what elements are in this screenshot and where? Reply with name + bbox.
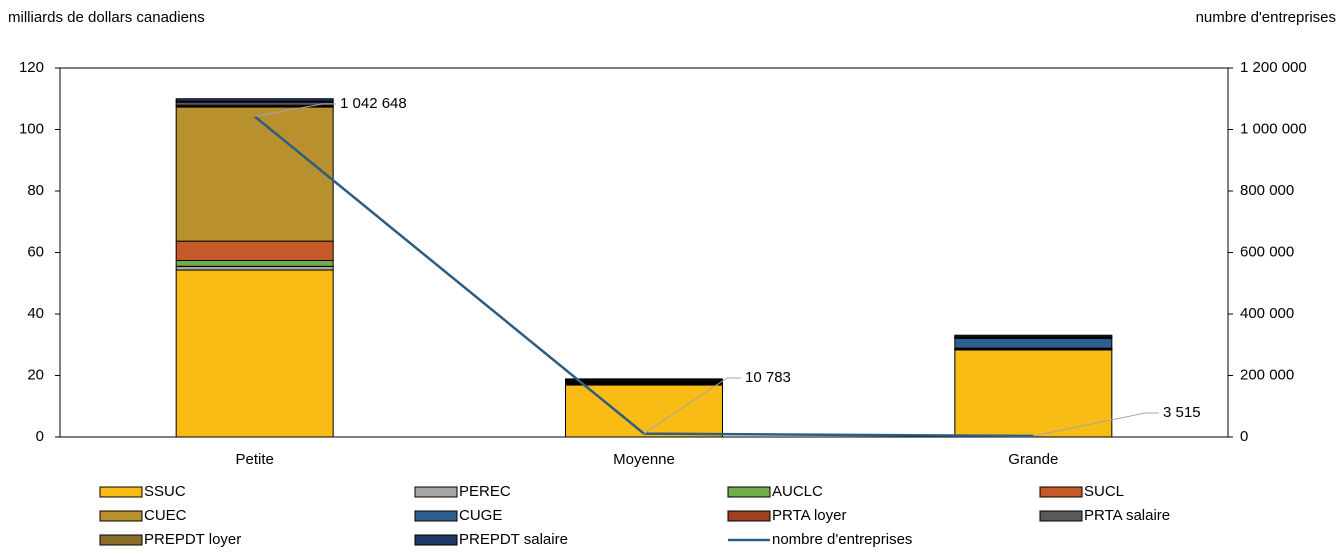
legend-label: SUCL	[1084, 483, 1124, 500]
data-label: 3 515	[1163, 404, 1201, 421]
data-label: 10 783	[745, 369, 791, 386]
bar-segment	[176, 266, 333, 270]
legend-swatch	[100, 511, 142, 521]
legend-swatch	[415, 535, 457, 545]
legend-label: AUCLC	[772, 483, 823, 500]
legend-swatch	[415, 511, 457, 521]
y2-tick-label: 0	[1240, 428, 1248, 445]
legend-swatch	[1040, 511, 1082, 521]
y2-tick-label: 800 000	[1240, 182, 1294, 199]
y-tick-label: 100	[19, 120, 44, 137]
bar-segment	[176, 241, 333, 260]
legend-swatch	[100, 535, 142, 545]
y2-tick-label: 600 000	[1240, 243, 1294, 260]
y-tick-label: 120	[19, 59, 44, 76]
y-tick-label: 0	[36, 428, 44, 445]
legend-label: PRTA salaire	[1084, 507, 1170, 524]
legend-label: CUGE	[459, 507, 502, 524]
bar-segment	[566, 385, 723, 437]
bar-segment	[955, 350, 1112, 437]
legend-swatch	[728, 511, 770, 521]
y-tick-label: 60	[27, 243, 44, 260]
legend-swatch	[728, 487, 770, 497]
legend-label: CUEC	[144, 507, 187, 524]
y-tick-label: 20	[27, 366, 44, 383]
y2-tick-label: 400 000	[1240, 305, 1294, 322]
legend-label: PREPDT loyer	[144, 531, 241, 548]
legend-label: PEREC	[459, 483, 511, 500]
legend-label: PRTA loyer	[772, 507, 846, 524]
legend-swatch	[1040, 487, 1082, 497]
y2-tick-label: 200 000	[1240, 366, 1294, 383]
y2-axis-title: numbre d'entreprises	[1196, 9, 1336, 26]
x-tick-label: Grande	[1008, 451, 1058, 468]
bar-segment	[176, 260, 333, 266]
legend-swatch	[415, 487, 457, 497]
data-label: 1 042 648	[340, 95, 407, 112]
y-axis-title: milliards de dollars canadiens	[8, 9, 205, 26]
y2-tick-label: 1 200 000	[1240, 59, 1307, 76]
bar-segment	[955, 338, 1112, 348]
bar-segment	[176, 270, 333, 437]
bar-segment	[176, 107, 333, 241]
x-tick-label: Petite	[235, 451, 273, 468]
x-tick-label: Moyenne	[613, 451, 675, 468]
legend-swatch	[100, 487, 142, 497]
y-tick-label: 40	[27, 305, 44, 322]
bar-segment	[566, 379, 723, 380]
legend-label: SSUC	[144, 483, 186, 500]
y2-tick-label: 1 000 000	[1240, 120, 1307, 137]
legend-label: nombre d'entreprises	[772, 531, 912, 548]
y-tick-label: 80	[27, 182, 44, 199]
legend-label: PREPDT salaire	[459, 531, 568, 548]
bar-segment	[176, 99, 333, 101]
bar-segment	[955, 335, 1112, 337]
